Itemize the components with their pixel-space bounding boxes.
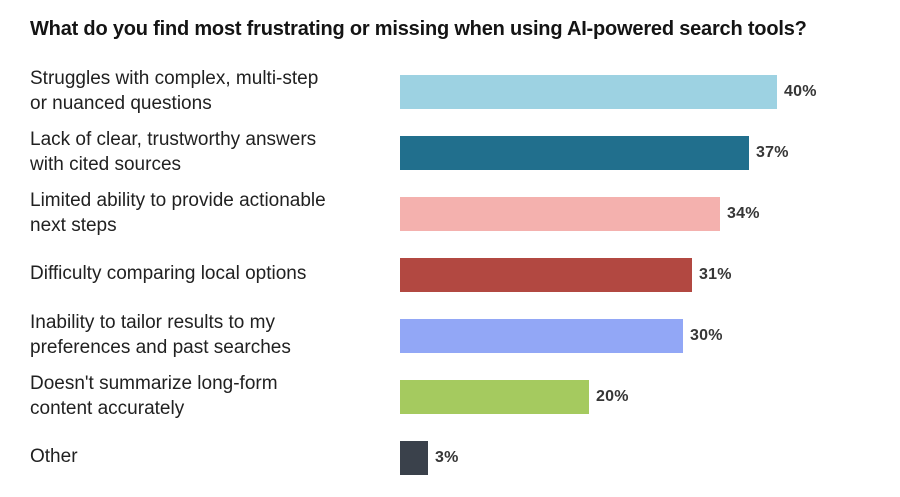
bar-label: Other xyxy=(30,446,78,468)
bar-value: 20% xyxy=(596,387,629,405)
bar-track: 3% xyxy=(400,440,890,475)
bar xyxy=(400,257,692,292)
bar-label: Limited ability to provide actionable ne… xyxy=(30,189,326,236)
bar-track: 20% xyxy=(400,379,890,414)
chart-row: Struggles with complex, multi-step or nu… xyxy=(30,61,890,122)
bar-label: Difficulty comparing local options xyxy=(30,263,307,285)
bar-track: 31% xyxy=(400,257,890,292)
bar-value: 30% xyxy=(690,326,723,344)
bar xyxy=(400,440,428,475)
bar xyxy=(400,379,589,414)
bar-label: Doesn't summarize long-form content accu… xyxy=(30,372,278,419)
bar-value: 40% xyxy=(784,82,817,100)
bar-value: 37% xyxy=(756,143,789,161)
bar-track: 34% xyxy=(400,196,890,231)
chart-row: Other 3% xyxy=(30,427,890,488)
bar-label: Inability to tailor results to my prefer… xyxy=(30,311,291,358)
bar-track: 37% xyxy=(400,135,890,170)
chart-row: Doesn't summarize long-form content accu… xyxy=(30,366,890,427)
bar-value: 31% xyxy=(699,265,732,283)
bar-track: 40% xyxy=(400,74,890,109)
chart-title: What do you find most frustrating or mis… xyxy=(30,18,807,40)
bar xyxy=(400,196,720,231)
bar-value: 34% xyxy=(727,204,760,222)
bar xyxy=(400,135,749,170)
bar-value: 3% xyxy=(435,448,459,466)
chart-row: Inability to tailor results to my prefer… xyxy=(30,305,890,366)
chart-row: Limited ability to provide actionable ne… xyxy=(30,183,890,244)
chart-row: Lack of clear, trustworthy answers with … xyxy=(30,122,890,183)
bar-label: Lack of clear, trustworthy answers with … xyxy=(30,128,317,175)
chart-row: Difficulty comparing local options 31% xyxy=(30,244,890,305)
bar xyxy=(400,318,683,353)
bar xyxy=(400,74,777,109)
bar-label: Struggles with complex, multi-step or nu… xyxy=(30,67,319,114)
bar-track: 30% xyxy=(400,318,890,353)
chart-rows: Struggles with complex, multi-step or nu… xyxy=(30,61,890,488)
